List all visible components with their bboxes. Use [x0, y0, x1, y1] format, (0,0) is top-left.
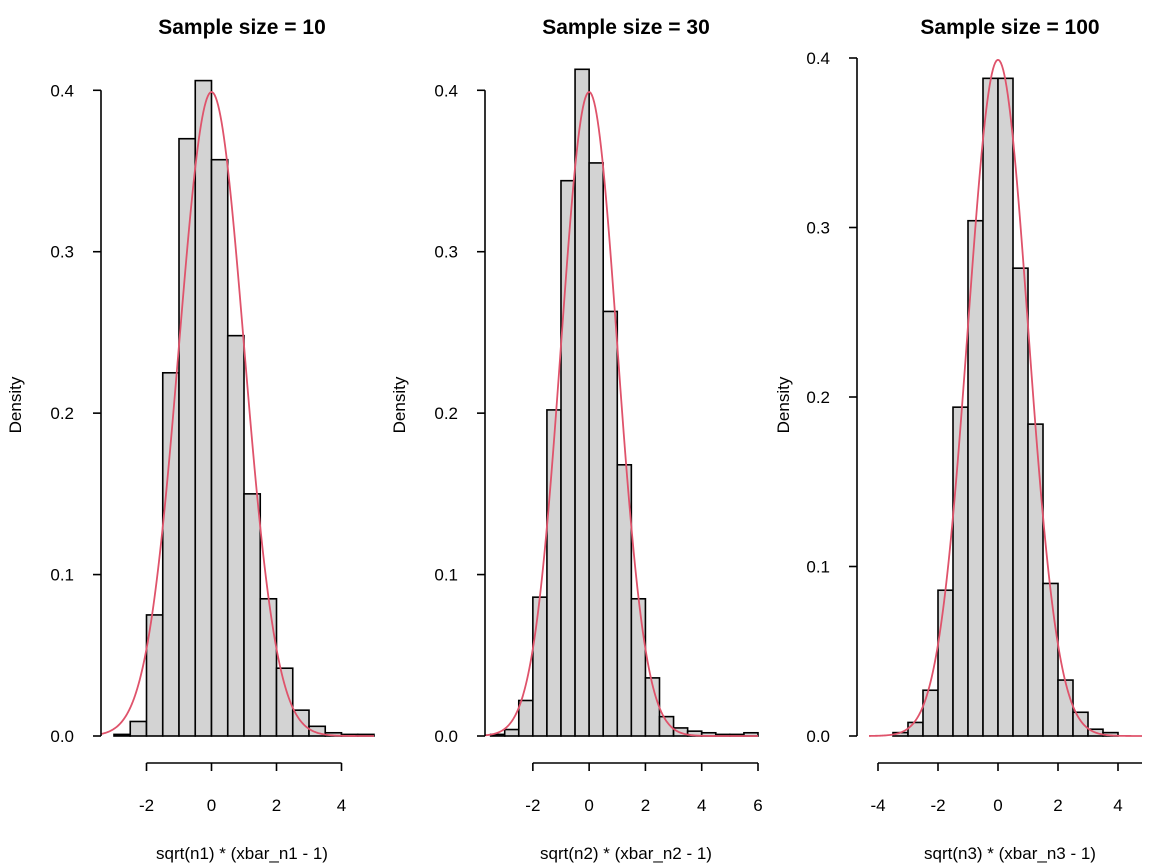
histogram-bar-5: [560, 179, 576, 737]
histogram-bar-2: [922, 689, 939, 737]
histogram-bar-10: [275, 667, 294, 737]
y-tick-label: 0.4: [50, 81, 74, 100]
histogram-bar-10: [1042, 582, 1059, 737]
histogram-bar-9: [1027, 423, 1044, 737]
histogram-bars: [113, 79, 375, 737]
x-tick-label: 6: [753, 796, 762, 815]
histogram-bar-10: [630, 597, 647, 737]
y-tick-label: 0.2: [806, 388, 830, 407]
y-axis-label: Density: [390, 376, 409, 433]
histogram-bar-4: [952, 406, 969, 737]
y-tick-label: 0.2: [50, 404, 74, 423]
x-tick-label: 4: [697, 796, 706, 815]
histogram-bar-12: [1072, 711, 1089, 737]
axes: 0.0 0.1 0.2 0.3 0.4 -4 -2 0 2 4: [806, 49, 1142, 815]
normal-density-curve: [484, 91, 758, 737]
density-curve-layer: [100, 91, 374, 737]
x-tick-label: 0: [207, 796, 216, 815]
histogram-bar-9: [259, 597, 278, 737]
normal-density-curve: [100, 91, 374, 737]
normal-density-curve: [868, 58, 1142, 737]
histogram-bar-7: [226, 334, 245, 737]
panel-title: Sample size = 100: [920, 16, 1099, 39]
histogram-bar-8: [1012, 267, 1029, 737]
histogram-bar-7: [997, 77, 1014, 737]
x-tick-label: 0: [584, 796, 593, 815]
x-tick-label: 4: [337, 796, 346, 815]
histogram-bar-1: [907, 721, 924, 737]
histogram-bar-12: [308, 725, 327, 737]
y-tick-label: 0.3: [434, 243, 458, 262]
panel-sample-size-30: Sample size = 30 Density sqrt(n2) * (xba…: [390, 16, 763, 863]
y-tick-label: 0.0: [50, 727, 74, 746]
x-axis-label: sqrt(n1) * (xbar_n1 - 1): [156, 844, 328, 863]
x-tick-label: -4: [870, 796, 885, 815]
histogram-bar-5: [194, 79, 213, 737]
y-axis-label: Density: [774, 376, 793, 433]
y-tick-label: 0.4: [806, 49, 830, 68]
axes: 0.0 0.1 0.2 0.3 0.4 -2 0 2 4: [50, 81, 346, 815]
x-tick-label: 2: [272, 796, 281, 815]
histogram-bar-6: [982, 77, 999, 737]
panel-title: Sample size = 10: [158, 16, 326, 39]
histogram-bars: [489, 68, 759, 737]
y-tick-label: 0.3: [50, 243, 74, 262]
y-tick-label: 0.1: [50, 566, 74, 585]
histogram-bar-8: [243, 493, 262, 737]
histogram-bar-3: [937, 589, 954, 737]
y-tick-label: 0.0: [806, 727, 830, 746]
histogram-bar-11: [1057, 679, 1074, 737]
y-tick-label: 0.4: [434, 81, 458, 100]
histogram-bars: [892, 77, 1119, 737]
y-tick-label: 0.3: [806, 219, 830, 238]
histogram-bar-7: [588, 162, 605, 737]
panel-title: Sample size = 30: [542, 16, 710, 39]
x-tick-label: -2: [525, 796, 540, 815]
histogram-bar-6: [210, 158, 229, 737]
y-tick-label: 0.2: [434, 404, 458, 423]
panel-sample-size-100: Sample size = 100 Density sqrt(n3) * (xb…: [774, 16, 1142, 863]
histogram-bar-3: [161, 371, 180, 737]
histogram-bar-2: [517, 699, 534, 737]
y-tick-label: 0.0: [434, 727, 458, 746]
axes: 0.0 0.1 0.2 0.3 0.4 -2 0 2 4 6: [434, 81, 762, 815]
x-tick-label: -2: [930, 796, 945, 815]
histogram-bar-1: [503, 728, 520, 737]
histogram-bar-0: [113, 733, 132, 737]
histogram-bar-6: [574, 68, 590, 737]
histogram-bar-4: [178, 137, 197, 737]
density-curve-layer: [868, 58, 1142, 737]
histogram-bar-3: [532, 596, 548, 737]
x-tick-label: 0: [993, 796, 1002, 815]
panel-sample-size-10: Sample size = 10 Density sqrt(n1) * (xba…: [6, 16, 375, 863]
x-tick-label: 2: [641, 796, 650, 815]
y-tick-label: 0.1: [806, 558, 830, 577]
histogram-bar-4: [546, 409, 562, 737]
histogram-bar-1: [129, 720, 148, 737]
x-tick-label: 2: [1053, 796, 1062, 815]
y-tick-label: 0.1: [434, 566, 458, 585]
x-tick-label: 4: [1113, 796, 1122, 815]
histogram-bar-8: [602, 310, 619, 737]
x-axis-label: sqrt(n3) * (xbar_n3 - 1): [924, 844, 1096, 863]
histogram-bar-12: [658, 715, 675, 737]
x-axis-label: sqrt(n2) * (xbar_n2 - 1): [540, 844, 712, 863]
density-curve-layer: [484, 91, 758, 737]
x-tick-label: -2: [139, 796, 154, 815]
y-axis-label: Density: [6, 376, 25, 433]
